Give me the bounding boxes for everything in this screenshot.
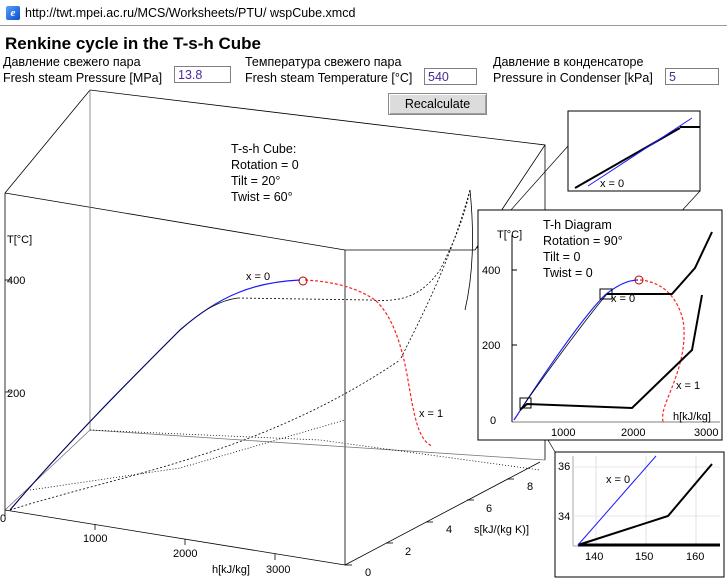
th-x0-label: x = 0 bbox=[611, 293, 635, 305]
th-x-tick: 3000 bbox=[694, 427, 718, 439]
cube-info-line: Rotation = 0 bbox=[231, 158, 299, 172]
zoom-bottom-x-tick: 160 bbox=[686, 551, 704, 563]
temperature-label-en: Fresh steam Temperature [°C] bbox=[245, 71, 413, 85]
cube-t-tick: 400 bbox=[7, 275, 25, 287]
address-bar[interactable]: e http://twt.mpei.ac.ru/MCS/Worksheets/P… bbox=[0, 0, 727, 26]
th-info-line: Twist = 0 bbox=[543, 266, 593, 280]
th-x1-label: x = 1 bbox=[676, 380, 700, 392]
cube-plot bbox=[4, 89, 546, 566]
cube-x0-label: x = 0 bbox=[246, 271, 270, 283]
th-x-tick: 2000 bbox=[621, 427, 645, 439]
cube-info-line: T-s-h Cube: bbox=[231, 142, 296, 156]
cube-vapor-line bbox=[304, 279, 433, 447]
zoom-bottom-x-tick: 150 bbox=[635, 551, 653, 563]
cube-floor-line bbox=[89, 429, 541, 471]
cube-superheat bbox=[237, 189, 471, 301]
cube-expansion bbox=[399, 189, 471, 361]
address-url[interactable]: http://twt.mpei.ac.ru/MCS/Worksheets/PTU… bbox=[25, 6, 356, 20]
cube-cycle-pump bbox=[9, 297, 239, 511]
zoom-top-inset: x = 0 bbox=[567, 110, 701, 192]
zoom-bottom-inset: 36 34 140 150 160 x = 0 bbox=[554, 451, 725, 578]
cube-s-axis-label: s[kJ/(kg K)] bbox=[474, 524, 529, 536]
cube-condensation bbox=[9, 359, 401, 511]
condenser-input[interactable] bbox=[665, 68, 719, 85]
cube-floor-front bbox=[4, 509, 346, 566]
cube-back-top-edge bbox=[4, 89, 546, 251]
th-diagram-inset: T-h Diagram Rotation = 90° Tilt = 0 Twis… bbox=[477, 209, 723, 441]
cube-front-top-edge bbox=[4, 192, 346, 251]
th-info-line: T-h Diagram bbox=[543, 218, 612, 232]
th-t-axis-label: T[°C] bbox=[497, 229, 522, 241]
cube-h-tick: 2000 bbox=[173, 548, 197, 560]
zoom-bottom-x-tick: 140 bbox=[585, 551, 603, 563]
cube-expansion2 bbox=[464, 189, 473, 311]
cube-floor-back bbox=[4, 429, 546, 511]
cube-h-axis-label: h[kJ/kg] bbox=[212, 564, 250, 576]
cube-info-line: Tilt = 20° bbox=[231, 174, 280, 188]
ie-page-icon: e bbox=[6, 6, 20, 20]
cube-info: T-s-h Cube: Rotation = 0 Tilt = 20° Twis… bbox=[231, 142, 299, 204]
cube-h-tick: 1000 bbox=[83, 533, 107, 545]
th-info-line: Rotation = 90° bbox=[543, 234, 623, 248]
condenser-label-ru: Давление в конденсаторе bbox=[493, 55, 644, 69]
th-info-line: Tilt = 0 bbox=[543, 250, 580, 264]
pressure-label-en: Fresh steam Pressure [MPa] bbox=[3, 71, 163, 85]
cube-t-axis-label: T[°C] bbox=[7, 234, 32, 246]
zoom-bottom-x0-label: x = 0 bbox=[606, 474, 630, 486]
cube-floor-right bbox=[344, 461, 541, 566]
cube-s-tick: 0 bbox=[365, 567, 371, 579]
cube-t-tick: 200 bbox=[7, 388, 25, 400]
cube-condensation2 bbox=[29, 419, 346, 491]
cube-liquid-line bbox=[9, 279, 301, 511]
cube-s-tick: 8 bbox=[527, 481, 533, 493]
cube-x1-label: x = 1 bbox=[419, 408, 443, 420]
zoom-top-x0-label: x = 0 bbox=[600, 178, 624, 190]
temperature-label-ru: Температура свежего пара bbox=[245, 55, 402, 69]
recalculate-button[interactable]: Recalculate bbox=[388, 93, 487, 115]
page-title: Renkine cycle in the T-s-h Cube bbox=[5, 34, 262, 53]
cube-info-line: Twist = 60° bbox=[231, 190, 293, 204]
th-x-tick: 1000 bbox=[551, 427, 575, 439]
temperature-input[interactable] bbox=[424, 68, 477, 85]
cube-s-tick: 4 bbox=[446, 524, 452, 536]
zoom-bottom-y-tick: 36 bbox=[558, 461, 570, 473]
th-y-tick: 400 bbox=[482, 265, 500, 277]
condenser-label-en: Pressure in Condenser [kPa] bbox=[493, 71, 653, 85]
cube-s-tick: 6 bbox=[486, 503, 492, 515]
cube-h-tick: 0 bbox=[0, 513, 6, 525]
th-y-tick: 0 bbox=[490, 415, 496, 427]
cube-critical-point bbox=[298, 276, 308, 286]
th-y-tick: 200 bbox=[482, 340, 500, 352]
pressure-input[interactable] bbox=[174, 66, 231, 83]
cube-h-tick: 3000 bbox=[266, 564, 290, 576]
th-x-axis-label: h[kJ/kg] bbox=[673, 411, 711, 423]
cube-s-tick: 2 bbox=[405, 546, 411, 558]
pressure-label-ru: Давление свежего пара bbox=[3, 55, 141, 69]
zoom-bottom-y-tick: 34 bbox=[558, 511, 570, 523]
